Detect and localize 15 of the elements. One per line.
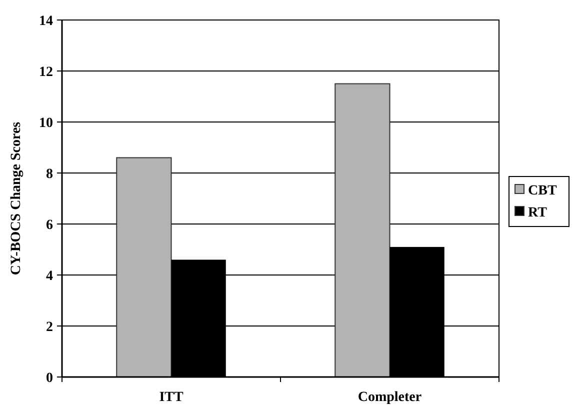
y-tick-label: 2 bbox=[46, 320, 53, 335]
legend-label: RT bbox=[528, 205, 548, 220]
y-axis-title: CY-BOCS Change Scores bbox=[9, 121, 24, 276]
y-tick-label: 4 bbox=[46, 268, 53, 284]
y-tick-label: 12 bbox=[39, 64, 53, 80]
bar bbox=[116, 157, 172, 378]
y-tick-label: 10 bbox=[39, 116, 53, 131]
bar bbox=[334, 83, 390, 378]
x-tick-label: Completer bbox=[358, 390, 422, 405]
x-tick-label: ITT bbox=[159, 390, 184, 405]
legend-label: CBT bbox=[528, 183, 558, 198]
y-tick-label: 0 bbox=[46, 370, 53, 386]
y-tick-label: 14 bbox=[39, 14, 53, 29]
y-tick-label: 8 bbox=[46, 166, 53, 182]
y-tick-label: 6 bbox=[46, 218, 53, 233]
